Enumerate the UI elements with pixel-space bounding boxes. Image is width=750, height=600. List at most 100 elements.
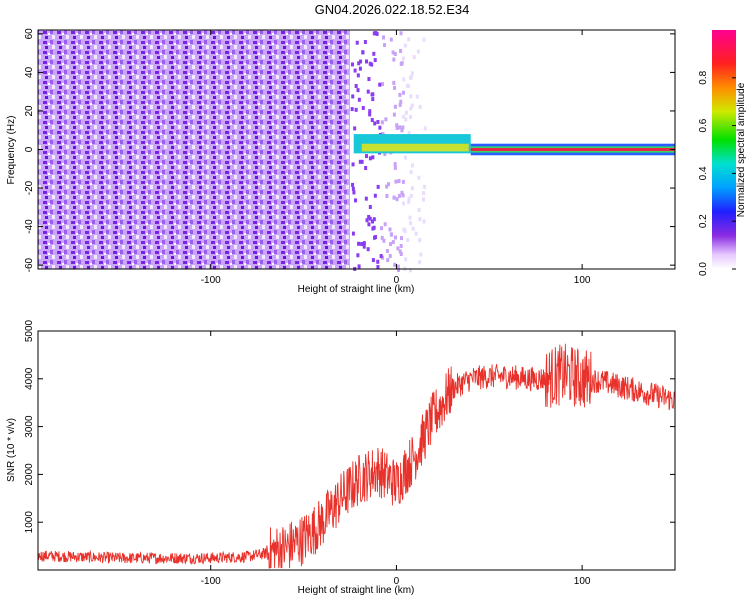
heatmap-speckle	[371, 97, 375, 102]
heatmap-speckle	[392, 112, 396, 117]
heatmap-speckle	[399, 48, 403, 53]
heatmap-speckle	[409, 170, 413, 175]
heatmap-speckle	[351, 94, 355, 99]
colorbar-tick-label: 0.4	[698, 166, 709, 180]
heatmap-noise-region	[38, 30, 350, 269]
heatmap-speckle	[351, 162, 355, 167]
heatmap-speckle	[406, 237, 410, 242]
heatmap-speckle	[409, 94, 413, 99]
snr-y-tick-label: 3000	[24, 415, 35, 438]
colorbar-tick-label: 0.6	[698, 118, 709, 132]
heatmap-speckle	[381, 132, 385, 137]
heatmap-speckle	[408, 215, 412, 220]
heatmap-speckle	[378, 82, 382, 87]
heatmap-x-tick-label: -100	[201, 275, 221, 286]
heatmap-speckle	[398, 92, 402, 97]
heatmap-speckle	[410, 103, 414, 108]
heatmap-speckle	[376, 184, 380, 189]
heatmap-speckle	[418, 104, 422, 109]
heatmap-speckle	[364, 196, 368, 201]
heatmap-speckle	[402, 77, 406, 82]
heatmap-speckle	[364, 59, 368, 64]
heatmap-speckle	[373, 193, 377, 198]
heatmap-speckle	[365, 218, 369, 223]
heatmap-speckle	[410, 186, 414, 191]
heatmap-speckle	[394, 179, 398, 184]
colorbar-tick-label: 0.8	[698, 70, 709, 84]
heatmap-speckle	[351, 186, 355, 191]
heatmap-speckle	[402, 56, 406, 61]
heatmap-speckle	[350, 62, 354, 67]
heatmap-speckle	[393, 104, 397, 109]
heatmap-speckle	[353, 126, 357, 131]
heatmap-speckle	[364, 154, 368, 159]
heatmap-speckle	[379, 254, 383, 259]
snr-x-tick-label: 0	[394, 576, 400, 587]
heatmap-speckle	[381, 35, 385, 40]
heatmap-speckle	[362, 244, 366, 249]
heatmap-speckle	[388, 227, 392, 232]
heatmap-layer	[38, 30, 675, 273]
heatmap-speckle	[399, 99, 403, 104]
colorbar: 0.0 0.2 0.4 0.6 0.8 Normalized spectral ampl…	[698, 30, 747, 276]
heatmap-speckle	[383, 222, 387, 227]
heatmap-y-tick-label: 40	[24, 66, 35, 78]
heatmap-speckle	[376, 265, 380, 270]
heatmap-speckle	[393, 235, 397, 240]
heatmap-speckle	[361, 105, 365, 110]
heatmap-speckle	[395, 126, 399, 131]
heatmap-speckle	[407, 37, 411, 42]
heatmap-speckle	[362, 241, 366, 246]
heatmap-speckle	[399, 243, 403, 248]
heatmap-speckle	[383, 152, 387, 157]
colorbar-label: Normalized spectral amplitude	[736, 82, 747, 217]
heatmap-speckle	[406, 83, 410, 88]
heatmap-speckle	[376, 119, 380, 124]
heatmap-speckle	[357, 241, 361, 246]
heatmap-y-ticks: -60 -40 -20 0 20 40 60	[24, 28, 675, 272]
heatmap-speckle	[368, 204, 372, 209]
heatmap-speckle	[351, 182, 355, 187]
heatmap-speckle	[398, 102, 402, 107]
snr-y-ticks: 1000 2000 3000 4000 5000	[24, 319, 675, 533]
heatmap-speckle	[422, 37, 426, 42]
heatmap-speckle	[373, 121, 377, 126]
heatmap-speckle	[366, 247, 370, 252]
snr-y-tick-label: 5000	[24, 319, 35, 342]
heatmap-speckle	[381, 82, 385, 87]
heatmap-speckle	[409, 221, 413, 226]
heatmap-speckle	[372, 217, 376, 222]
heatmap-speckle	[371, 226, 375, 231]
heatmap-emergence-core	[361, 143, 469, 152]
heatmap-speckle	[391, 50, 395, 55]
heatmap-speckle	[404, 257, 408, 262]
heatmap-speckle	[400, 190, 404, 195]
heatmap-speckle	[393, 52, 397, 57]
heatmap-speckle	[423, 184, 427, 189]
colorbar-gradient	[712, 30, 736, 269]
heatmap-speckle	[382, 238, 386, 243]
heatmap-speckle	[357, 61, 361, 66]
heatmap-speckle	[367, 222, 371, 227]
heatmap-speckle	[399, 31, 403, 36]
heatmap-speckle	[380, 235, 384, 240]
heatmap-speckle	[366, 89, 370, 94]
heatmap-speckle	[401, 90, 405, 95]
heatmap-speckle	[373, 58, 377, 63]
heatmap-speckle	[389, 242, 393, 247]
snr-x-tick-label: -100	[201, 576, 221, 587]
heatmap-speckle	[415, 94, 419, 99]
heatmap-speckle	[368, 216, 372, 221]
heatmap-speckle	[358, 66, 362, 71]
heatmap-speckle	[355, 40, 359, 45]
heatmap-speckle	[379, 226, 383, 231]
heatmap-y-tick-label: -40	[24, 219, 35, 234]
heatmap-speckle	[399, 251, 403, 256]
heatmap-speckle	[393, 165, 397, 170]
heatmap-speckle	[399, 236, 403, 241]
heatmap-speckle	[398, 249, 402, 254]
snr-y-tick-label: 1000	[24, 511, 35, 534]
heatmap-speckle	[399, 61, 403, 66]
heatmap-speckle	[392, 195, 396, 200]
